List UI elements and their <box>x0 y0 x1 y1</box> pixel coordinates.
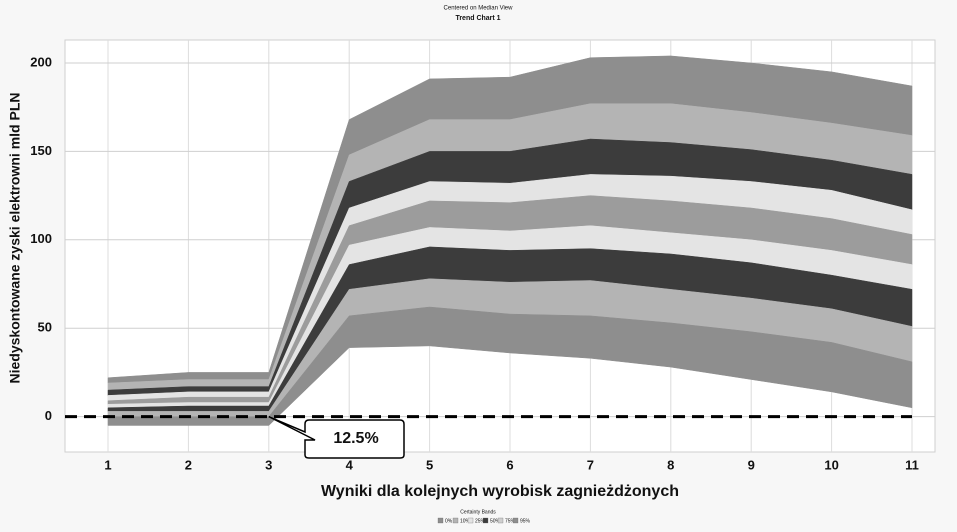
x-tick-label: 7 <box>587 457 594 472</box>
legend-swatch <box>497 517 504 524</box>
x-tick-label: 4 <box>346 457 354 472</box>
annotation-text: 12.5% <box>333 430 378 447</box>
x-tick-label: 1 <box>104 457 111 472</box>
legend-label: 25% <box>475 518 486 524</box>
x-tick-label: 9 <box>748 457 755 472</box>
legend-swatch <box>512 517 519 524</box>
annotation-callout <box>268 415 405 459</box>
certainty-band <box>107 306 913 426</box>
legend-swatch <box>437 517 444 524</box>
chart-title: Trend Chart 1 <box>455 15 500 22</box>
x-tick-label: 3 <box>265 457 272 472</box>
legend-label: 10% <box>460 518 471 524</box>
y-tick-label: 100 <box>30 231 52 246</box>
legend-label: 75% <box>505 518 516 524</box>
y-tick-label: 150 <box>30 143 52 158</box>
x-tick-label: 11 <box>905 457 919 472</box>
legend-title: Certainty Bands <box>460 509 496 515</box>
x-tick-label: 2 <box>185 457 192 472</box>
legend-swatch <box>467 517 474 524</box>
legend-swatch <box>482 517 489 524</box>
legend-swatch <box>452 517 459 524</box>
legend-label: 95% <box>520 518 531 524</box>
y-tick-label: 200 <box>30 54 52 69</box>
y-axis-label: Niedyskontowane zyski elektrowni mld PLN <box>7 93 23 384</box>
chart-subtitle: Centered on Median View <box>444 6 514 12</box>
x-tick-label: 8 <box>667 457 674 472</box>
legend-label: 50% <box>490 518 501 524</box>
legend-label: 0% <box>445 518 453 524</box>
x-tick-label: 6 <box>506 457 513 472</box>
x-tick-label: 5 <box>426 457 433 472</box>
x-tick-label: 10 <box>824 457 838 472</box>
y-tick-label: 0 <box>45 408 52 423</box>
x-axis-label: Wyniki dla kolejnych wyrobisk zagnieżdżo… <box>321 483 679 500</box>
y-tick-label: 50 <box>38 320 52 335</box>
